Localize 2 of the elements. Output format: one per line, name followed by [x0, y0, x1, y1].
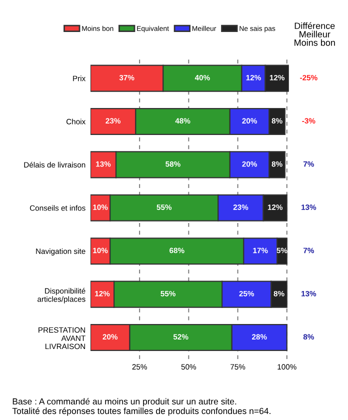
text: Différence Meilleur Moins bon	[294, 22, 335, 46]
text: Base : A commandé au moins un produit sur un autre site. Totalité des réponses toutes familles de produits confondues n=64.	[12, 398, 270, 416]
